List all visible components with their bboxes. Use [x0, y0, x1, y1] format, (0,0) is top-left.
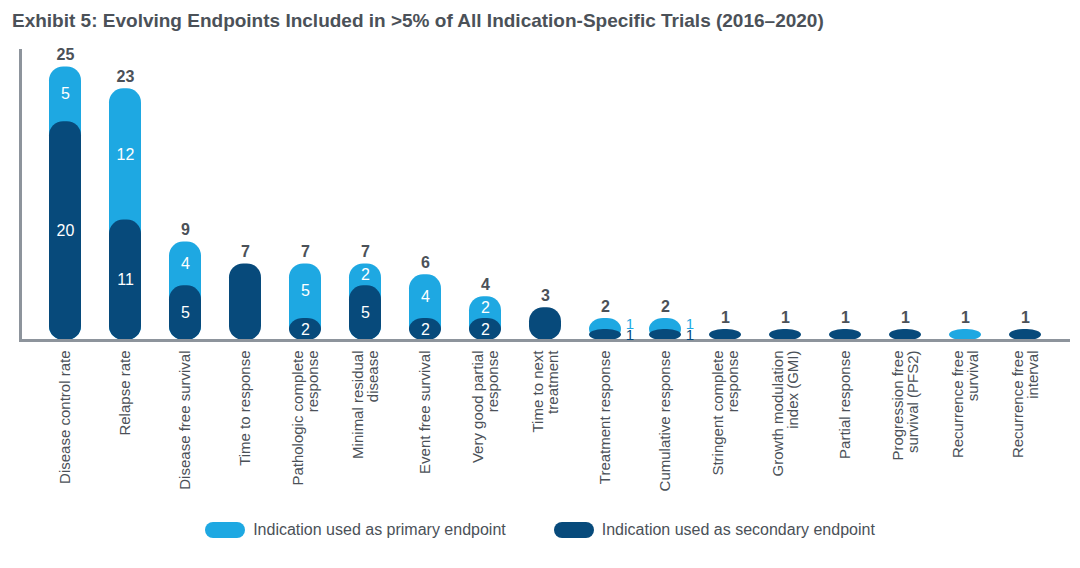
svg-text:12: 12	[117, 146, 135, 163]
svg-text:Minimal residualdisease: Minimal residualdisease	[349, 351, 381, 459]
svg-text:4: 4	[421, 288, 430, 305]
html-text:Exhibit 5: Evolving Endpoints: Exhibit 5: Evolving Endpoints Included i…	[12, 10, 824, 31]
svg-text:Recurrence freesurvival: Recurrence freesurvival	[949, 351, 981, 459]
svg-text:1: 1	[1021, 309, 1030, 326]
svg-text:2: 2	[601, 298, 610, 315]
html-text:Indication used as primary end: Indication used as primary endpoint	[253, 521, 506, 538]
svg-text:Event free survival: Event free survival	[416, 351, 433, 474]
svg-text:1: 1	[901, 309, 910, 326]
svg-text:Stringent completeresponse: Stringent completeresponse	[709, 351, 741, 476]
svg-text:4: 4	[181, 255, 190, 272]
svg-text:Progression freesurvival (PFS2: Progression freesurvival (PFS2)	[889, 351, 921, 461]
svg-text:20: 20	[57, 222, 75, 239]
svg-text:Partial response: Partial response	[836, 351, 853, 459]
svg-text:7: 7	[241, 243, 250, 260]
html-text:Indication used as secondary e: Indication used as secondary endpoint	[601, 521, 875, 538]
svg-text:2: 2	[481, 321, 490, 338]
svg-text:Very good partialresponse: Very good partialresponse	[469, 351, 501, 464]
svg-text:11: 11	[117, 271, 134, 288]
svg-text:5: 5	[61, 85, 70, 102]
svg-text:Disease free survival: Disease free survival	[176, 351, 193, 490]
svg-text:1: 1	[841, 309, 850, 326]
svg-text:Cumulative response: Cumulative response	[656, 351, 673, 492]
svg-text:2: 2	[301, 321, 310, 338]
svg-text:1: 1	[685, 325, 695, 343]
svg-text:7: 7	[361, 243, 370, 260]
svg-text:1: 1	[626, 315, 634, 332]
svg-text:Pathologic completeresponse: Pathologic completeresponse	[289, 351, 321, 486]
svg-text:5: 5	[301, 282, 310, 299]
svg-text:9: 9	[181, 221, 190, 238]
svg-text:Growth modulationindex (GMI): Growth modulationindex (GMI)	[769, 351, 801, 477]
svg-text:1: 1	[961, 309, 970, 326]
svg-text:2: 2	[421, 321, 430, 338]
svg-text:1: 1	[686, 315, 694, 332]
svg-text:23: 23	[117, 68, 135, 85]
svg-text:Treatment response: Treatment response	[596, 351, 613, 485]
svg-text:Disease control rate: Disease control rate	[56, 351, 73, 484]
svg-text:2: 2	[661, 298, 670, 315]
svg-text:7: 7	[301, 243, 310, 260]
svg-text:Relapse rate: Relapse rate	[116, 351, 133, 436]
svg-text:Time to nexttreatment: Time to nexttreatment	[529, 350, 561, 433]
svg-text:6: 6	[421, 254, 430, 271]
svg-text:1: 1	[625, 325, 635, 343]
svg-text:2: 2	[481, 299, 490, 316]
svg-text:1: 1	[781, 309, 790, 326]
svg-text:5: 5	[361, 304, 370, 321]
svg-text:25: 25	[57, 46, 75, 63]
svg-text:Recurrence freeinterval: Recurrence freeinterval	[1009, 351, 1041, 459]
svg-text:Time to response: Time to response	[236, 351, 253, 466]
svg-text:2: 2	[361, 266, 370, 283]
svg-text:3: 3	[541, 287, 550, 304]
svg-text:4: 4	[481, 276, 490, 293]
svg-text:1: 1	[721, 309, 730, 326]
svg-text:5: 5	[181, 304, 190, 321]
